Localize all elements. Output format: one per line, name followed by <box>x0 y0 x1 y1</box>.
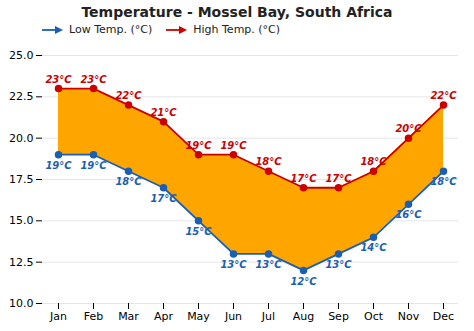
svg-text:17.5: 17.5 <box>9 173 34 186</box>
svg-text:15°C: 15°C <box>185 226 212 237</box>
svg-text:16°C: 16°C <box>395 209 422 220</box>
svg-text:Feb: Feb <box>84 310 103 323</box>
svg-text:Jan: Jan <box>49 310 67 323</box>
svg-text:22.5: 22.5 <box>9 90 34 103</box>
svg-text:Nov: Nov <box>398 310 420 323</box>
svg-text:10.0: 10.0 <box>9 297 34 310</box>
html-text:High Temp. (°C): High Temp. (°C) <box>193 23 281 36</box>
svg-text:Oct: Oct <box>364 310 384 323</box>
svg-text:15.0: 15.0 <box>9 214 34 227</box>
svg-text:18°C: 18°C <box>115 176 142 187</box>
svg-text:14°C: 14°C <box>360 242 387 253</box>
svg-text:Apr: Apr <box>154 310 174 323</box>
svg-text:19°C: 19°C <box>45 160 72 171</box>
html-text:Low Temp. (°C): Low Temp. (°C) <box>69 23 153 36</box>
svg-text:22°C: 22°C <box>430 90 457 101</box>
svg-text:18°C: 18°C <box>255 156 282 167</box>
svg-text:Aug: Aug <box>293 310 314 323</box>
svg-text:19°C: 19°C <box>80 160 107 171</box>
svg-text:23°C: 23°C <box>80 74 107 85</box>
svg-text:13°C: 13°C <box>325 259 352 270</box>
svg-text:19°C: 19°C <box>220 140 247 151</box>
svg-text:21°C: 21°C <box>150 107 177 118</box>
svg-text:13°C: 13°C <box>220 259 247 270</box>
svg-text:20°C: 20°C <box>395 123 422 134</box>
html-text:Temperature - Mossel Bay, Sout: Temperature - Mossel Bay, South Africa <box>81 4 393 20</box>
svg-text:Jul: Jul <box>261 310 275 323</box>
svg-text:13°C: 13°C <box>255 259 282 270</box>
svg-text:12.5: 12.5 <box>9 256 34 269</box>
svg-text:Dec: Dec <box>433 310 454 323</box>
svg-text:17°C: 17°C <box>290 173 317 184</box>
svg-text:20.0: 20.0 <box>9 132 34 145</box>
svg-text:Sep: Sep <box>328 310 349 323</box>
svg-text:22°C: 22°C <box>115 90 142 101</box>
svg-text:19°C: 19°C <box>185 140 212 151</box>
svg-text:May: May <box>187 310 210 323</box>
svg-text:23°C: 23°C <box>45 74 72 85</box>
svg-text:Mar: Mar <box>118 310 139 323</box>
svg-text:Jun: Jun <box>224 310 242 323</box>
svg-text:17°C: 17°C <box>150 193 177 204</box>
svg-text:12°C: 12°C <box>290 276 317 287</box>
svg-text:25.0: 25.0 <box>9 49 34 62</box>
svg-text:18°C: 18°C <box>360 156 387 167</box>
svg-text:17°C: 17°C <box>325 173 352 184</box>
svg-text:18°C: 18°C <box>430 176 457 187</box>
